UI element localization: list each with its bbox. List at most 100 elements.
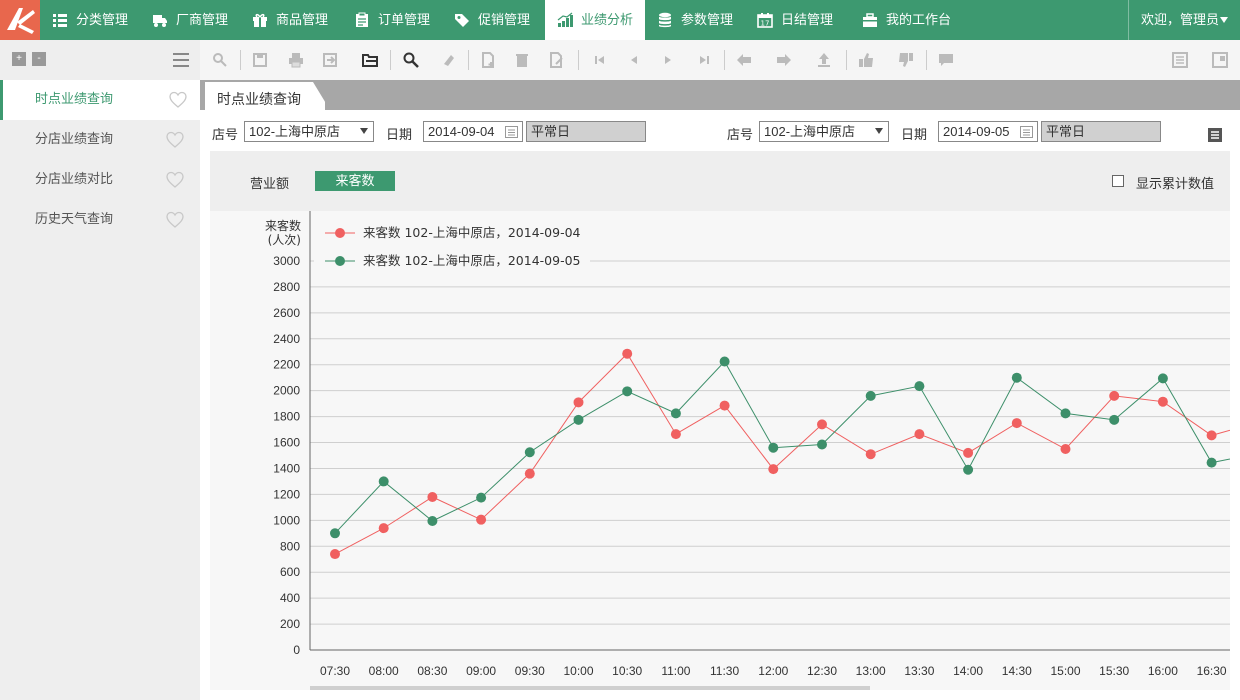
heart-icon[interactable] xyxy=(166,131,184,149)
user-menu[interactable]: 欢迎，管理员 xyxy=(1128,0,1240,40)
metric-sales-option[interactable]: 营业额 xyxy=(250,176,290,191)
cumulative-checkbox[interactable] xyxy=(1112,175,1124,187)
arrow-left-icon[interactable] xyxy=(736,52,752,68)
open-folder-icon[interactable] xyxy=(362,52,378,68)
day-type-left-value: 平常日 xyxy=(531,124,571,139)
window-icon[interactable] xyxy=(1212,52,1228,68)
date-input-right[interactable]: 2014-09-05 xyxy=(938,121,1038,142)
next-page-icon[interactable] xyxy=(660,52,676,68)
nav-item-label: 促销管理 xyxy=(478,12,531,27)
upload-icon[interactable] xyxy=(816,52,832,68)
heart-icon[interactable] xyxy=(166,171,184,189)
briefcase-icon xyxy=(863,13,877,27)
x-tick-label: 09:30 xyxy=(515,664,545,678)
nav-item-5[interactable]: 业绩分析 xyxy=(545,0,645,40)
save-icon[interactable] xyxy=(252,52,268,68)
day-type-right-value: 平常日 xyxy=(1046,124,1086,139)
calendar-icon[interactable] xyxy=(1020,125,1033,138)
y-tick-label: 3000 xyxy=(273,254,300,268)
nav-item-2[interactable]: 商品管理 xyxy=(240,0,342,40)
thumbs-down-icon[interactable] xyxy=(898,52,914,68)
nav-item-7[interactable]: 17 日结管理 xyxy=(745,0,850,40)
metric-visitors-option[interactable]: 来客数 xyxy=(315,171,395,191)
list-view-icon[interactable] xyxy=(1172,52,1188,68)
y-tick-label: 1800 xyxy=(273,410,300,424)
search-settings-icon[interactable] xyxy=(212,52,228,68)
thumbs-up-icon[interactable] xyxy=(858,52,874,68)
calendar-icon[interactable] xyxy=(505,125,518,138)
calendar-icon: 17 xyxy=(757,13,773,28)
nav-item-label: 商品管理 xyxy=(276,12,329,27)
legend-marker-0 xyxy=(335,228,345,238)
x-tick-label: 16:30 xyxy=(1197,664,1227,678)
menu-icon[interactable] xyxy=(173,53,189,67)
data-point-s1-8 xyxy=(719,356,730,367)
date-input-right-value: 2014-09-05 xyxy=(943,124,1010,139)
data-point-s0-15 xyxy=(1060,444,1071,455)
sidebar-item-2[interactable]: 分店业绩对比 xyxy=(0,160,200,200)
sidebar-item-1[interactable]: 分店业绩查询 xyxy=(0,120,200,160)
new-document-icon[interactable] xyxy=(480,52,496,68)
cumulative-label: 显示累计数值 xyxy=(1136,176,1215,191)
store-label-right: 店号 xyxy=(727,127,754,142)
metric-bar: 营业额 来客数 显示累计数值 xyxy=(210,151,1230,211)
eraser-icon[interactable] xyxy=(440,52,456,68)
legend-box xyxy=(314,217,590,285)
print-icon[interactable] xyxy=(288,52,304,68)
y-axis-label: 来客数 xyxy=(265,218,301,233)
clipboard-icon xyxy=(356,12,368,27)
store-select-left[interactable]: 102-上海中原店 xyxy=(244,121,374,142)
heart-icon[interactable] xyxy=(169,91,187,109)
export-icon[interactable] xyxy=(322,52,338,68)
nav-item-4[interactable]: 促销管理 xyxy=(442,0,545,40)
chart-scrollbar[interactable] xyxy=(310,686,870,690)
last-page-icon[interactable] xyxy=(696,52,712,68)
date-input-left[interactable]: 2014-09-04 xyxy=(423,121,523,142)
trash-icon[interactable] xyxy=(514,52,530,68)
tab-hourly-performance[interactable]: 时点业绩查询 xyxy=(205,82,325,110)
data-point-s0-3 xyxy=(476,514,487,525)
nav-item-3[interactable]: 订单管理 xyxy=(342,0,442,40)
tab-strip: 时点业绩查询 xyxy=(200,80,1240,110)
data-point-s0-9 xyxy=(768,464,779,475)
legend-marker-1 xyxy=(335,256,345,266)
table-view-icon[interactable] xyxy=(1208,128,1222,142)
logo[interactable] xyxy=(0,0,40,40)
svg-text:17: 17 xyxy=(761,20,770,28)
sidebar-item-0[interactable]: 时点业绩查询 xyxy=(0,80,200,120)
data-point-s1-2 xyxy=(427,515,438,526)
sidebar: + - 时点业绩查询分店业绩查询 分店业绩对比 历史天气查询 xyxy=(0,40,200,700)
data-point-s1-18 xyxy=(1206,457,1217,468)
nav-item-8[interactable]: 我的工作台 xyxy=(850,0,970,40)
sidebar-item-3[interactable]: 历史天气查询 xyxy=(0,200,200,240)
store-select-right[interactable]: 102-上海中原店 xyxy=(759,121,889,142)
nav-item-6[interactable]: 参数管理 xyxy=(645,0,745,40)
x-tick-label: 13:00 xyxy=(856,664,886,678)
top-nav: 分类管理 厂商管理 商品管理 订单管理 促销管理 业绩分析 参数管理 17 日结管理 我的工作台 … xyxy=(0,0,1240,40)
comment-icon[interactable] xyxy=(938,52,954,68)
y-tick-label: 2600 xyxy=(273,306,300,320)
collapse-all-icon[interactable]: - xyxy=(32,52,46,66)
nav-item-label: 厂商管理 xyxy=(176,12,229,27)
sidebar-item-label: 时点业绩查询 xyxy=(35,91,114,106)
nav-item-0[interactable]: 分类管理 xyxy=(40,0,140,40)
nav-item-1[interactable]: 厂商管理 xyxy=(140,0,240,40)
expand-all-icon[interactable]: + xyxy=(12,52,26,66)
first-page-icon[interactable] xyxy=(592,52,608,68)
data-point-s1-6 xyxy=(622,386,633,397)
x-tick-label: 09:00 xyxy=(466,664,496,678)
edit-document-icon[interactable] xyxy=(548,52,564,68)
date-input-left-value: 2014-09-04 xyxy=(428,124,495,139)
data-point-s1-4 xyxy=(524,447,535,458)
heart-icon[interactable] xyxy=(166,211,184,229)
prev-page-icon[interactable] xyxy=(626,52,642,68)
search-icon[interactable] xyxy=(403,52,419,68)
grid-list-icon xyxy=(53,14,67,27)
y-tick-label: 400 xyxy=(280,591,300,605)
y-tick-label: 2200 xyxy=(273,358,300,372)
date-label-left: 日期 xyxy=(386,127,413,142)
y-tick-label: 2400 xyxy=(273,332,300,346)
arrow-right-icon[interactable] xyxy=(776,52,792,68)
x-tick-label: 07:30 xyxy=(320,664,350,678)
data-point-s1-10 xyxy=(817,439,827,450)
